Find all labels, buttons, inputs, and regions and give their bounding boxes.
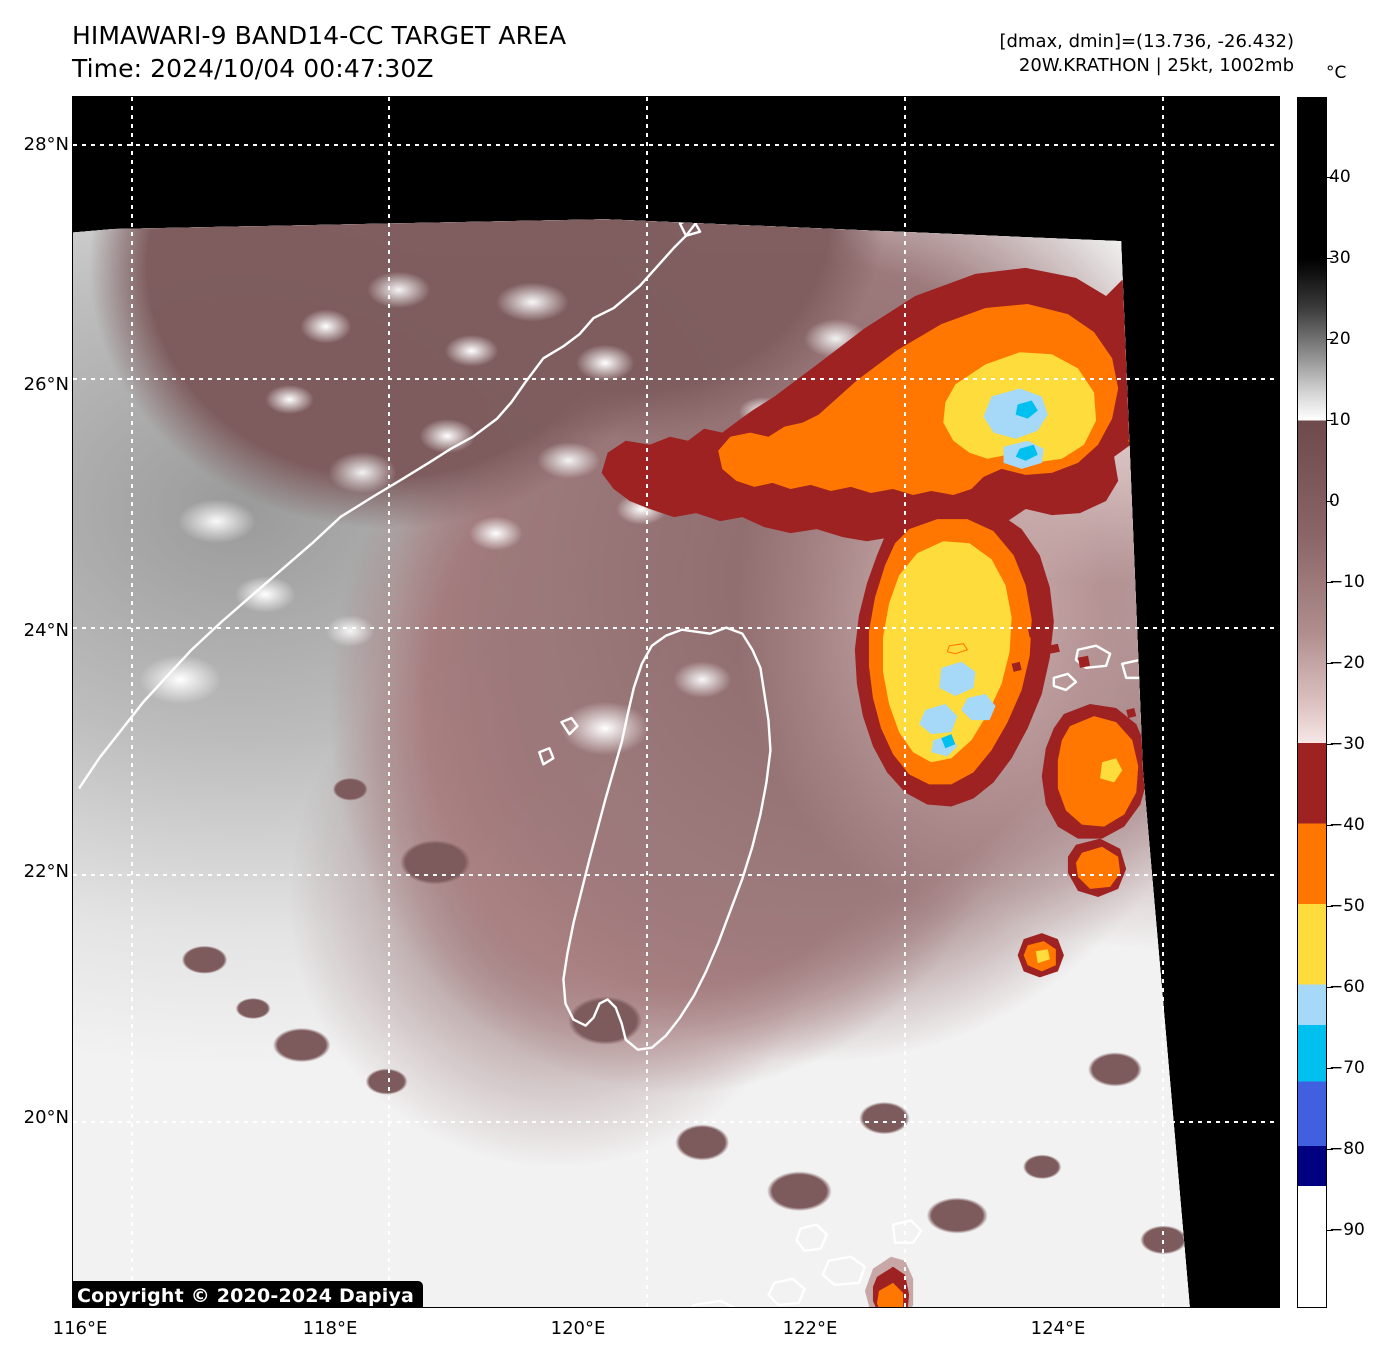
- colorbar-tickmark: [1327, 258, 1333, 259]
- colorbar-tickmark: [1327, 987, 1333, 988]
- colorbar-tickmark: [1327, 906, 1333, 907]
- xtick-label-122e: 122°E: [782, 1318, 838, 1339]
- dmax-dmin-text: [dmax, dmin]=(13.736, -26.432): [999, 31, 1294, 52]
- colorbar-tickmark: [1327, 663, 1333, 664]
- satellite-data-swath: [73, 219, 1191, 1307]
- title-text: HIMAWARI-9 BAND14-CC TARGET AREA: [72, 21, 567, 50]
- colorbar-gradient: [1298, 98, 1326, 1307]
- colorbar-tickmark: [1327, 1230, 1333, 1231]
- storm-info-text: 20W.KRATHON | 25kt, 1002mb: [1018, 54, 1294, 76]
- colorbar-tick-m50: −50: [1329, 896, 1365, 916]
- gridline-lat-28: [73, 144, 1279, 147]
- satellite-map[interactable]: Copyright © 2020-2024 Dapiya: [72, 96, 1280, 1308]
- xtick-label-116e: 116°E: [52, 1318, 108, 1339]
- ytick-label-20n: 20°N: [23, 1107, 69, 1128]
- xtick-label-124e: 124°E: [1030, 1318, 1086, 1339]
- colorbar-tickmark: [1327, 339, 1333, 340]
- colorbar-tickmark: [1327, 177, 1333, 178]
- header-metadata: [dmax, dmin]=(13.736, -26.432) 20W.KRATH…: [999, 30, 1294, 78]
- temperature-colorbar[interactable]: [1297, 97, 1327, 1308]
- xtick-label-118e: 118°E: [302, 1318, 358, 1339]
- time-text: Time: 2024/10/04 00:47:30Z: [72, 53, 434, 83]
- colorbar-unit-label: °C: [1326, 63, 1347, 83]
- colorbar-tickmark: [1327, 501, 1333, 502]
- colorbar-tick-30: 30: [1329, 248, 1351, 268]
- colorbar-tick-40: 40: [1329, 167, 1351, 187]
- page-title: HIMAWARI-9 BAND14-CC TARGET AREA Time: 2…: [72, 20, 566, 85]
- convective-temperature-contours: [601, 267, 1191, 1307]
- ytick-label-28n: 28°N: [23, 134, 69, 155]
- ytick-label-24n: 24°N: [23, 620, 69, 641]
- ytick-label-26n: 26°N: [23, 374, 69, 395]
- xtick-label-120e: 120°E: [550, 1318, 606, 1339]
- colorbar-tick-m20: −20: [1329, 653, 1365, 673]
- colorbar-tickmark: [1327, 1068, 1333, 1069]
- colorbar-tickmark: [1327, 744, 1333, 745]
- colorbar-tick-m10: −10: [1329, 572, 1365, 592]
- colorbar-tickmark: [1327, 582, 1333, 583]
- colorbar-tickmark: [1327, 1149, 1333, 1150]
- colorbar-tick-m60: −60: [1329, 977, 1365, 997]
- colorbar-tick-m30: −30: [1329, 734, 1365, 754]
- colorbar-tick-m90: −90: [1329, 1220, 1365, 1240]
- colorbar-tick-m70: −70: [1329, 1058, 1365, 1078]
- colorbar-tick-20: 20: [1329, 329, 1351, 349]
- colorbar-tick-0: 0: [1329, 491, 1340, 511]
- colorbar-tick-m80: −80: [1329, 1139, 1365, 1159]
- colorbar-tickmark: [1327, 420, 1333, 421]
- copyright-watermark: Copyright © 2020-2024 Dapiya: [73, 1281, 424, 1307]
- ytick-label-22n: 22°N: [23, 861, 69, 882]
- colorbar-tickmark: [1327, 825, 1333, 826]
- colorbar-tick-m40: −40: [1329, 815, 1365, 835]
- colorbar-tick-10: 10: [1329, 410, 1351, 430]
